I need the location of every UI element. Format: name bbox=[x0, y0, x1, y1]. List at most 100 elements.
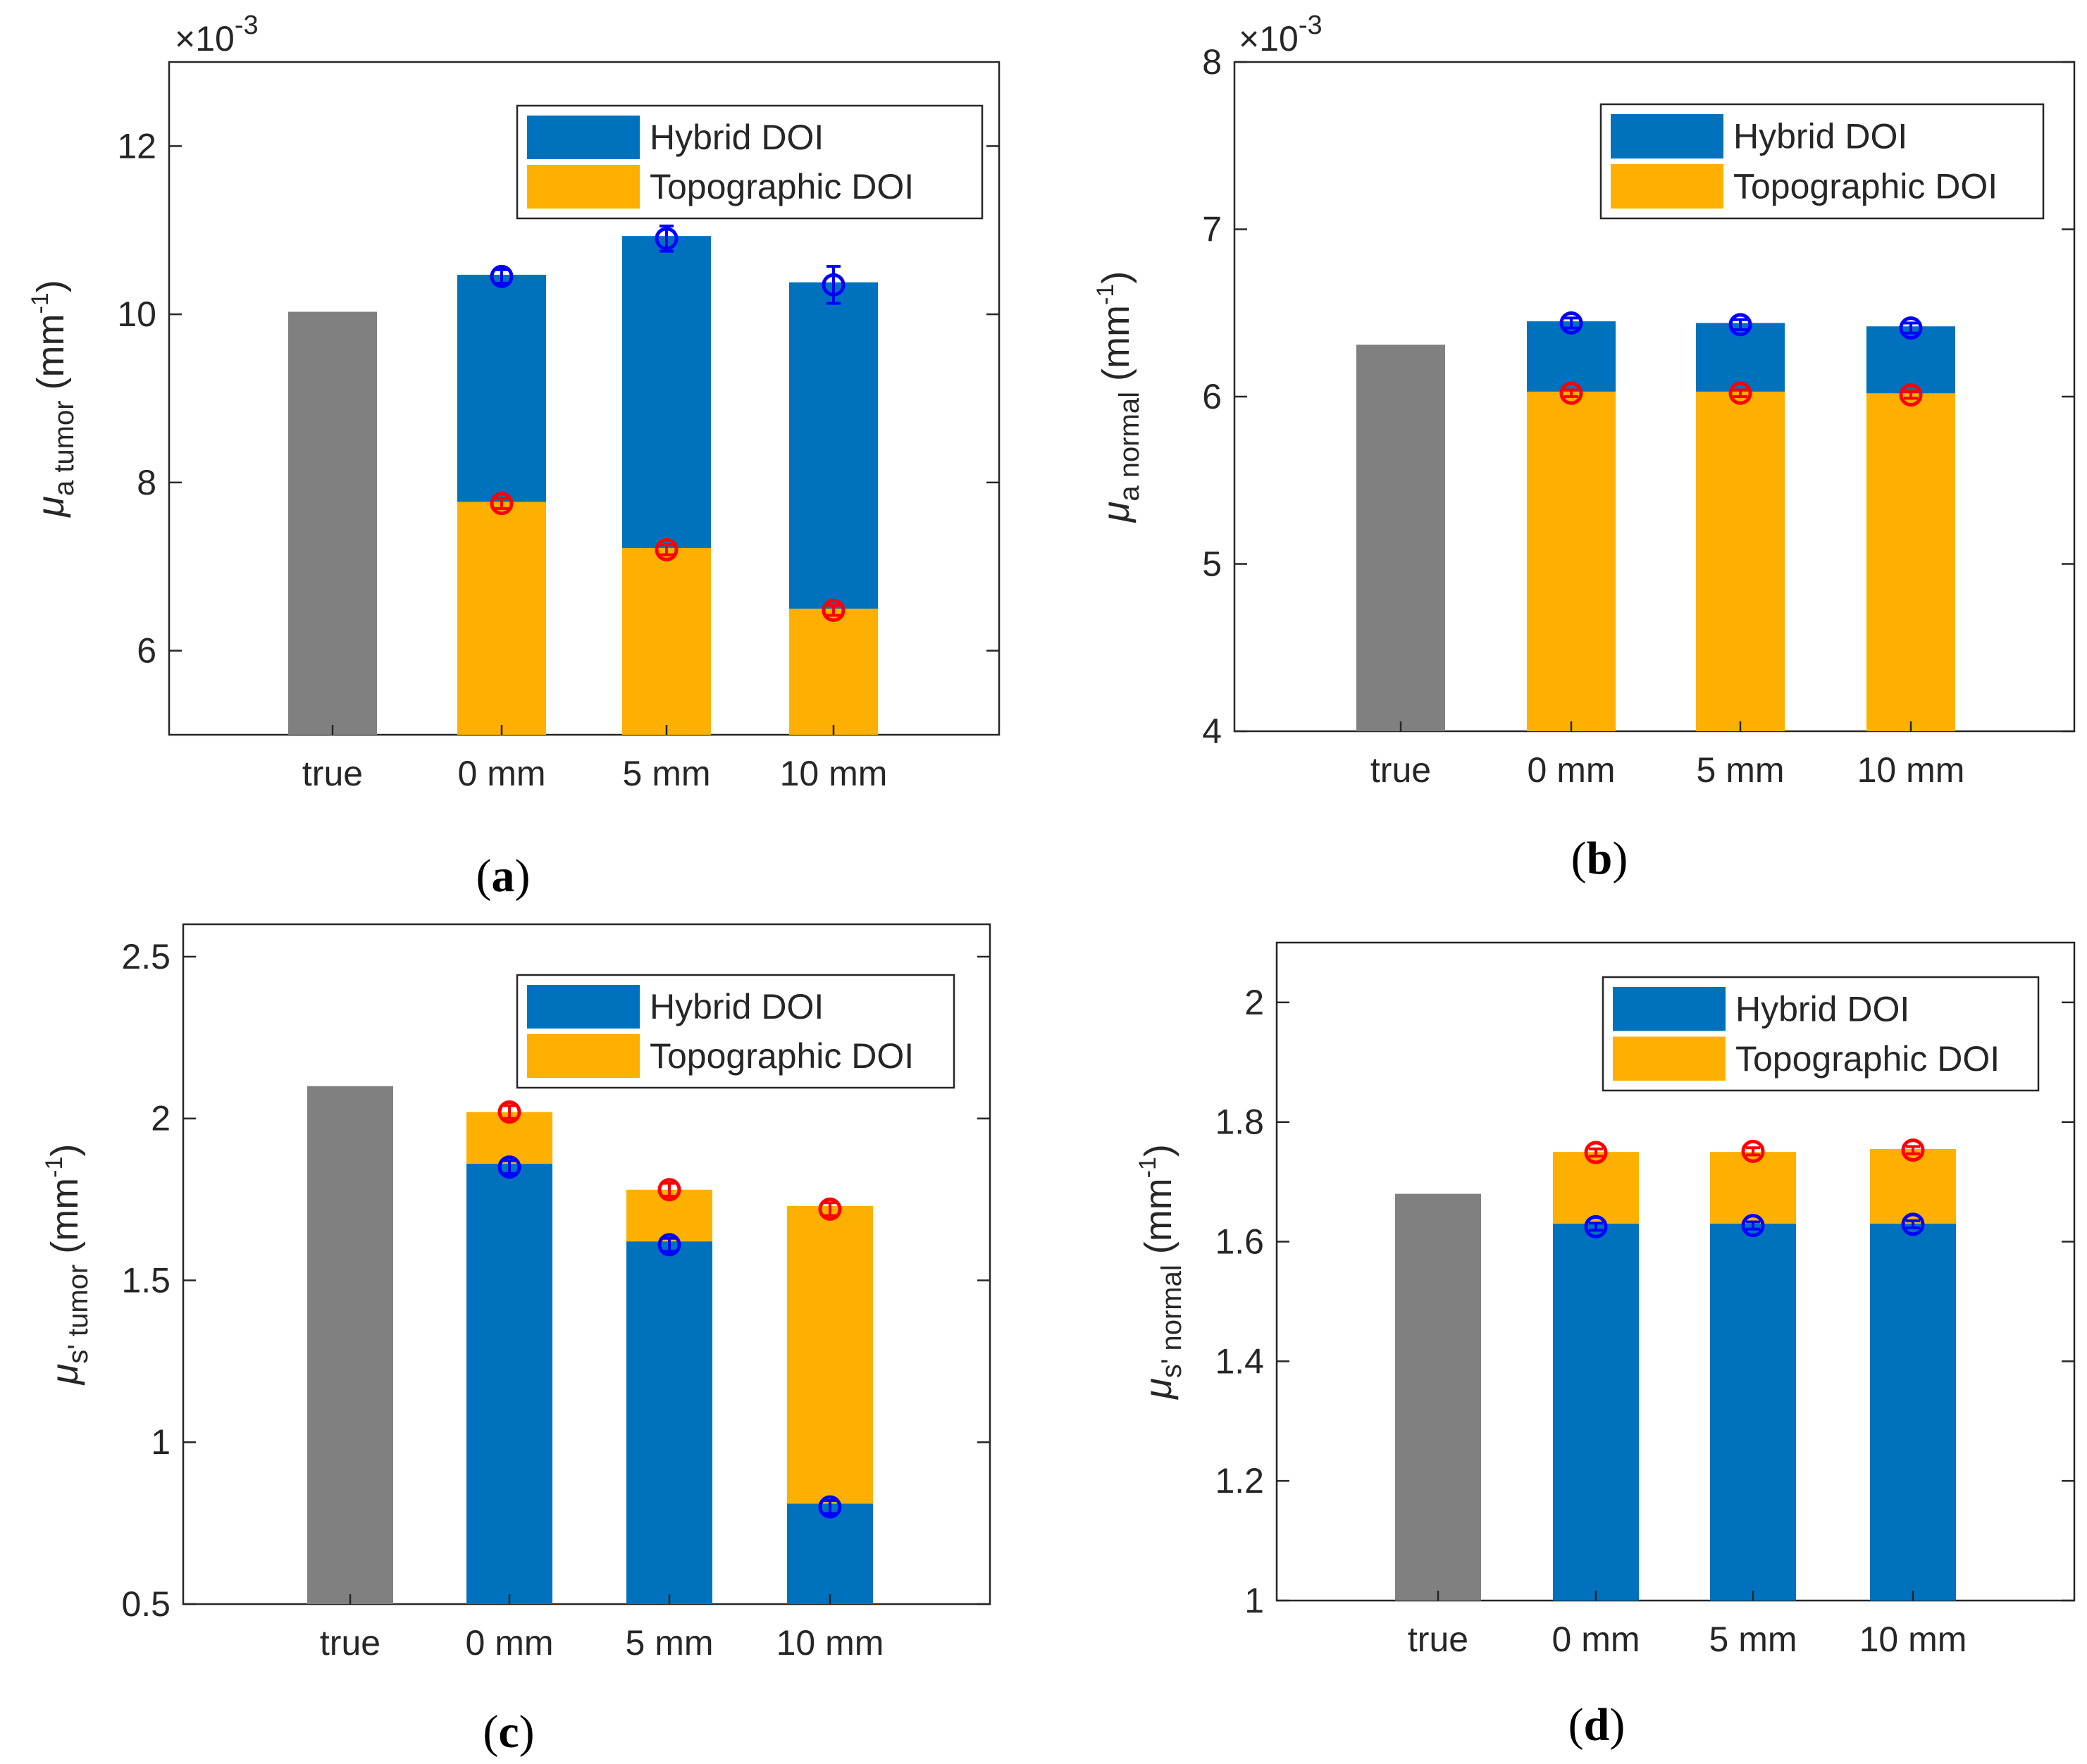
marker-topographic-3 bbox=[1901, 1138, 1925, 1162]
legend-entry: Topographic DOI bbox=[1733, 167, 1998, 206]
ytick-label: 2 bbox=[1244, 983, 1264, 1022]
legend-entry: Hybrid DOI bbox=[1735, 989, 1909, 1029]
xtick-label: 5 mm bbox=[626, 1623, 714, 1663]
bar-hybrid-2 bbox=[626, 1241, 712, 1604]
y-axis: 4 5 6 7 8 bbox=[1202, 42, 2074, 751]
markers bbox=[1559, 311, 1923, 407]
xtick-label: 10 mm bbox=[1859, 1620, 1967, 1659]
y-axis: 6 8 10 12 bbox=[117, 126, 999, 671]
marker-topographic-3 bbox=[818, 1197, 842, 1221]
chart-panel-d: 1 1.2 1.4 1.6 1.8 2 true 0 mm 5 mm 10 mm μs' norma… bbox=[1134, 941, 2076, 1751]
xtick-label: 0 mm bbox=[1528, 750, 1616, 790]
xtick-label: 10 mm bbox=[776, 1623, 884, 1663]
x-axis: true 0 mm 5 mm 10 mm bbox=[1408, 1591, 1967, 1659]
legend-entry: Topographic DOI bbox=[650, 167, 914, 206]
legend: Hybrid DOI Topographic DOI bbox=[1599, 103, 2045, 220]
legend-entry: Hybrid DOI bbox=[650, 118, 824, 157]
ytick-label: 0.5 bbox=[121, 1584, 171, 1624]
panel-label: (a) bbox=[476, 850, 531, 902]
panel-label: (c) bbox=[483, 1706, 534, 1758]
y-axis-label: μs' normal (mm-1) bbox=[1134, 1144, 1187, 1400]
bar-hybrid-3 bbox=[787, 1503, 873, 1604]
legend-swatch bbox=[527, 165, 640, 209]
y-axis-label: μs' tumor (mm-1) bbox=[41, 1144, 94, 1386]
bar-topographic-1 bbox=[457, 502, 546, 735]
panel-label: (d) bbox=[1568, 1699, 1625, 1751]
y-multiplier: ×10-3 bbox=[1239, 11, 1323, 58]
marker-hybrid-1 bbox=[1584, 1215, 1608, 1238]
bar-hybrid-2 bbox=[1710, 1224, 1796, 1601]
legend-swatch bbox=[1613, 987, 1726, 1031]
ytick-label: 1.2 bbox=[1215, 1461, 1264, 1501]
bar-hybrid-1 bbox=[466, 1164, 552, 1604]
markers bbox=[490, 224, 846, 622]
x-axis: true 0 mm 5 mm 10 mm bbox=[1370, 721, 1964, 790]
bar-topographic-3 bbox=[789, 608, 878, 735]
y-axis: 1 1.2 1.4 1.6 1.8 2 bbox=[1215, 983, 2074, 1620]
xtick-label: 5 mm bbox=[623, 754, 711, 793]
legend: Hybrid DOI Topographic DOI bbox=[516, 974, 955, 1089]
bars bbox=[288, 236, 878, 735]
legend-swatch bbox=[1611, 114, 1723, 159]
chart-panel-c: 0.5 1 1.5 2 2.5 true 0 mm 5 mm 10 mm μs' tumor (m… bbox=[41, 923, 991, 1758]
marker-topographic-2 bbox=[657, 1178, 681, 1202]
bar-topographic-2 bbox=[1696, 391, 1785, 731]
ytick-label: 12 bbox=[117, 126, 156, 166]
x-axis: true 0 mm 5 mm 10 mm bbox=[320, 1594, 884, 1663]
legend-entry: Hybrid DOI bbox=[650, 987, 824, 1026]
ytick-label: 1.8 bbox=[1215, 1102, 1264, 1142]
ytick-label: 1.6 bbox=[1215, 1222, 1264, 1262]
bar-topographic-1 bbox=[1527, 391, 1616, 731]
xtick-label: true bbox=[302, 754, 363, 793]
xtick-label: 5 mm bbox=[1697, 750, 1785, 790]
marker-hybrid-1 bbox=[1559, 311, 1583, 335]
marker-hybrid-2 bbox=[657, 1233, 681, 1257]
xtick-label: 5 mm bbox=[1709, 1620, 1797, 1659]
legend-entry: Topographic DOI bbox=[650, 1036, 914, 1076]
bar-true bbox=[307, 1086, 393, 1604]
y-axis: 0.5 1 1.5 2 2.5 bbox=[121, 937, 990, 1624]
chart-panel-a: 6 8 10 12 true 0 mm 5 mm 10 mm ×10-3 μa tumor (mm… bbox=[27, 11, 1001, 902]
xtick-label: true bbox=[1370, 750, 1431, 790]
legend-swatch bbox=[527, 116, 640, 159]
ytick-label: 2.5 bbox=[121, 937, 171, 976]
marker-hybrid-1 bbox=[497, 1155, 521, 1179]
marker-topographic-3 bbox=[822, 598, 846, 622]
marker-hybrid-3 bbox=[1899, 316, 1923, 340]
ytick-label: 8 bbox=[1202, 42, 1222, 82]
bar-hybrid-1 bbox=[1553, 1224, 1639, 1601]
marker-hybrid-3 bbox=[822, 273, 846, 297]
bar-topographic-3 bbox=[1866, 393, 1955, 731]
xtick-label: 10 mm bbox=[780, 754, 888, 793]
legend-swatch bbox=[1611, 164, 1723, 209]
legend-entry: Hybrid DOI bbox=[1733, 117, 1907, 156]
marker-topographic-2 bbox=[1728, 381, 1752, 405]
marker-hybrid-2 bbox=[1741, 1214, 1765, 1238]
y-multiplier: ×10-3 bbox=[175, 11, 259, 58]
y-axis-label: μa normal (mm-1) bbox=[1092, 271, 1145, 523]
marker-topographic-1 bbox=[1559, 381, 1583, 405]
legend-swatch bbox=[527, 985, 640, 1029]
bar-true bbox=[1356, 344, 1445, 731]
chart-panel-b: 4 5 6 7 8 true 0 mm 5 mm 10 mm ×10-3 μa normal (mm… bbox=[1092, 11, 2076, 884]
ytick-label: 6 bbox=[1202, 377, 1222, 416]
marker-hybrid-1 bbox=[490, 264, 514, 288]
marker-topographic-3 bbox=[1899, 383, 1923, 407]
ytick-label: 8 bbox=[137, 463, 156, 502]
legend-swatch bbox=[1613, 1036, 1726, 1081]
marker-hybrid-2 bbox=[655, 227, 679, 251]
marker-hybrid-2 bbox=[1728, 313, 1752, 337]
ytick-label: 1 bbox=[1244, 1581, 1264, 1620]
legend: Hybrid DOI Topographic DOI bbox=[1602, 976, 2040, 1092]
bar-hybrid-3 bbox=[1870, 1224, 1956, 1601]
bars bbox=[1356, 321, 1955, 731]
bar-true bbox=[1395, 1193, 1481, 1601]
bars bbox=[307, 1086, 873, 1604]
marker-topographic-1 bbox=[497, 1100, 521, 1124]
ytick-label: 4 bbox=[1202, 712, 1222, 751]
marker-topographic-2 bbox=[655, 538, 679, 561]
marker-topographic-2 bbox=[1741, 1139, 1765, 1163]
ytick-label: 1.5 bbox=[121, 1260, 171, 1300]
marker-topographic-1 bbox=[1584, 1141, 1608, 1164]
